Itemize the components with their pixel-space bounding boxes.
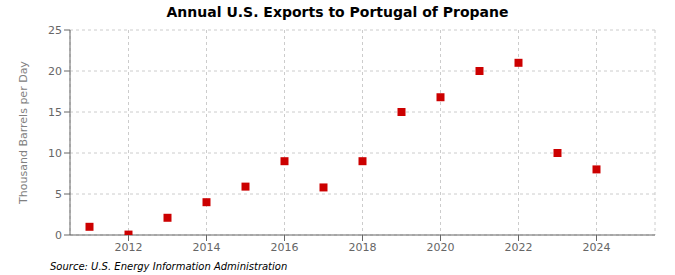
svg-text:2024: 2024 xyxy=(583,241,611,254)
svg-text:10: 10 xyxy=(48,147,62,160)
html-text:Annual U.S. Exports to Portuga: Annual U.S. Exports to Portugal of Propa… xyxy=(166,4,509,20)
svg-text:2020: 2020 xyxy=(427,241,455,254)
html-text:Source: U.S. Energy Informatio: Source: U.S. Energy Information Administ… xyxy=(50,261,288,272)
svg-text:0: 0 xyxy=(55,229,62,242)
svg-text:2018: 2018 xyxy=(349,241,377,254)
svg-text:2014: 2014 xyxy=(193,241,221,254)
svg-text:2012: 2012 xyxy=(115,241,143,254)
svg-text:2022: 2022 xyxy=(505,241,533,254)
svg-text:5: 5 xyxy=(55,188,62,201)
svg-text:Thousand Barrels per Day: Thousand Barrels per Day xyxy=(17,61,30,205)
svg-text:2016: 2016 xyxy=(271,241,299,254)
svg-text:15: 15 xyxy=(48,106,62,119)
svg-text:25: 25 xyxy=(48,24,62,37)
svg-text:20: 20 xyxy=(48,65,62,78)
